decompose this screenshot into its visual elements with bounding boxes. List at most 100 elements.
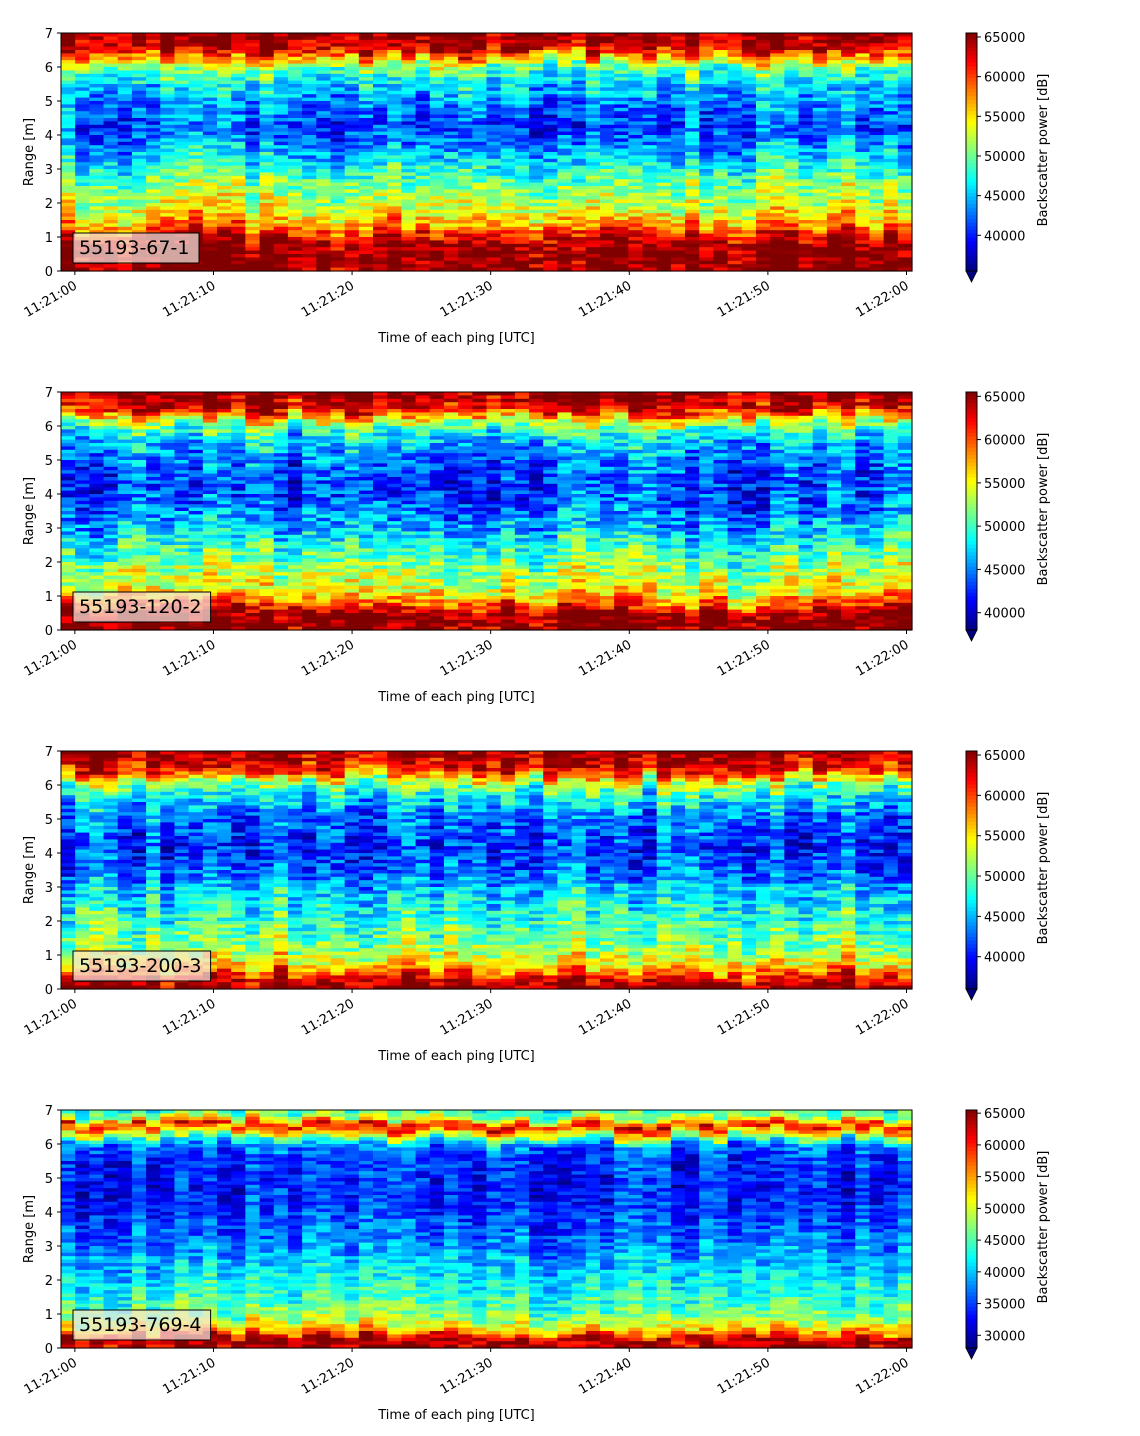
heatmap-cell — [501, 162, 516, 166]
heatmap-cell — [61, 433, 76, 437]
heatmap-cell — [373, 206, 388, 210]
heatmap-cell — [274, 172, 289, 176]
heatmap-cell — [458, 179, 473, 183]
heatmap-cell — [685, 189, 700, 193]
heatmap-cell — [770, 138, 785, 142]
colorbar-band — [966, 238, 977, 242]
heatmap-cell — [799, 240, 814, 244]
y-tick-label: 7 — [45, 27, 53, 42]
heatmap-cell — [416, 155, 431, 159]
heatmap-cell — [713, 261, 728, 265]
heatmap-cell — [89, 189, 104, 193]
heatmap-cell — [671, 206, 686, 210]
heatmap-cell — [543, 261, 558, 265]
heatmap-cell — [345, 213, 360, 217]
heatmap-cell — [614, 261, 629, 265]
heatmap-cell — [728, 230, 743, 234]
heatmap-cell — [274, 155, 289, 159]
heatmap-cell — [444, 128, 459, 132]
heatmap-cell — [316, 196, 331, 200]
heatmap-cell — [316, 145, 331, 149]
heatmap-cell — [784, 247, 799, 251]
heatmap-cell — [458, 189, 473, 193]
heatmap-cell — [515, 240, 530, 244]
heatmap-cell — [813, 145, 828, 149]
colorbar-band — [966, 141, 977, 145]
heatmap-cell — [784, 206, 799, 210]
colorbar-band — [966, 119, 977, 123]
colorbar-tick-label: 50000 — [984, 150, 1025, 165]
heatmap-cell — [345, 223, 360, 227]
heatmap-cell — [61, 138, 76, 142]
heatmap-cell — [288, 145, 303, 149]
heatmap-cell — [118, 172, 133, 176]
heatmap-cell — [373, 162, 388, 166]
heatmap-cell — [742, 128, 757, 132]
heatmap-cell — [699, 138, 714, 142]
heatmap-cell — [869, 223, 884, 227]
heatmap-cell — [557, 230, 572, 234]
heatmap-cell — [614, 155, 629, 159]
heatmap-cell — [472, 155, 487, 159]
heatmap-cell — [699, 240, 714, 244]
heatmap-cell — [61, 162, 76, 166]
heatmap-cell — [444, 230, 459, 234]
heatmap-cell — [316, 172, 331, 176]
colorbar-band — [966, 85, 977, 89]
heatmap-cell — [614, 172, 629, 176]
heatmap-cell — [756, 172, 771, 176]
heatmap-cell — [174, 223, 189, 227]
heatmap-cell — [614, 206, 629, 210]
heatmap-cell — [330, 189, 345, 193]
heatmap-cell — [713, 155, 728, 159]
heatmap-cell — [770, 189, 785, 193]
heatmap-cell — [472, 261, 487, 265]
heatmap-cell — [203, 179, 218, 183]
heatmap-cell — [231, 162, 246, 166]
colorbar-band — [966, 137, 977, 141]
heatmap-cell — [458, 240, 473, 244]
heatmap-cell — [529, 128, 544, 132]
heatmap-cell — [898, 206, 913, 210]
heatmap-cell — [260, 172, 275, 176]
heatmap-cell — [217, 230, 232, 234]
heatmap-cell — [643, 179, 658, 183]
heatmap-cell — [572, 155, 587, 159]
heatmap-cell — [444, 206, 459, 210]
heatmap-cell — [515, 230, 530, 234]
heatmap-cell — [628, 145, 643, 149]
heatmap-cell — [699, 155, 714, 159]
colorbar-band — [966, 104, 977, 108]
heatmap-cell — [472, 230, 487, 234]
heatmap-cell — [472, 240, 487, 244]
heatmap-cell — [444, 223, 459, 227]
heatmap-cell — [345, 247, 360, 251]
heatmap-cell — [132, 399, 147, 403]
colorbar-band — [966, 249, 977, 253]
heatmap-cell — [75, 206, 90, 210]
heatmap-cell — [217, 145, 232, 149]
heatmap-cell — [671, 247, 686, 251]
heatmap-cell — [160, 433, 175, 437]
colorbar-band — [966, 264, 977, 268]
heatmap-cell — [515, 155, 530, 159]
heatmap-cell — [799, 155, 814, 159]
heatmap-cell — [160, 416, 175, 420]
heatmap-cell — [827, 196, 842, 200]
heatmap-cell — [841, 162, 856, 166]
heatmap-cell — [316, 162, 331, 166]
heatmap-cell — [869, 172, 884, 176]
heatmap-cell — [75, 189, 90, 193]
heatmap-cell — [813, 261, 828, 265]
heatmap-cell — [104, 450, 119, 454]
heatmap-cell — [515, 223, 530, 227]
heatmap-cell — [231, 230, 246, 234]
heatmap-cell — [898, 189, 913, 193]
heatmap-cell — [898, 247, 913, 251]
heatmap-cell — [855, 206, 870, 210]
heatmap-cell — [699, 128, 714, 132]
heatmap-cell — [600, 223, 615, 227]
heatmap-cell — [260, 247, 275, 251]
heatmap-cell — [302, 247, 317, 251]
heatmap-cell — [174, 416, 189, 420]
